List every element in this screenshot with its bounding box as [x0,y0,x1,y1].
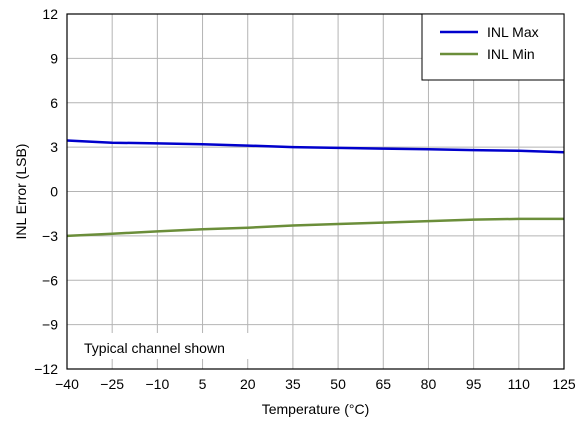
x-tick-label: 20 [240,376,256,392]
x-tick-label: 5 [199,376,207,392]
x-tick-label: 95 [466,376,482,392]
series-line-inl-min [66,217,564,238]
x-tick-label: 80 [421,376,437,392]
x-tick-label: 110 [508,376,531,392]
y-tick-label: 9 [50,50,58,66]
y-tick-label: −3 [42,228,58,244]
y-axis-title: INL Error (LSB) [13,144,29,240]
y-tick-label: 3 [50,139,58,155]
y-tick-label: 0 [50,184,58,200]
plot-frame [66,13,565,370]
x-tick-label: 65 [375,376,391,392]
series-line-inl-max [66,139,565,154]
annotation-box [77,333,277,359]
grid [67,14,564,369]
y-tick-label: −6 [42,272,58,288]
x-tick-label: 50 [330,376,346,392]
annotation-text: Typical channel shown [84,340,225,356]
series-lines [66,139,565,238]
x-tick-label: −10 [145,376,169,392]
legend-label-inl-min: INL Min [487,46,535,62]
y-tick-label: 12 [42,6,58,22]
legend-box [421,13,565,81]
y-tick-label: −9 [42,317,58,333]
x-tick-label: 35 [285,376,301,392]
y-tick-label: −12 [34,361,58,377]
x-tick-labels: −40 −25 −10 5 20 35 50 65 80 95 110 125 [55,376,576,392]
x-tick-label: −25 [100,376,124,392]
x-tick-label: 125 [552,376,576,392]
x-axis-title: Temperature (°C) [262,401,370,417]
legend: INL Max INL Min [421,13,565,81]
x-tick-label: −40 [55,376,79,392]
legend-label-inl-max: INL Max [487,24,539,40]
y-tick-labels: −12 −9 −6 −3 0 3 6 9 12 [34,6,58,377]
y-tick-label: 6 [50,95,58,111]
